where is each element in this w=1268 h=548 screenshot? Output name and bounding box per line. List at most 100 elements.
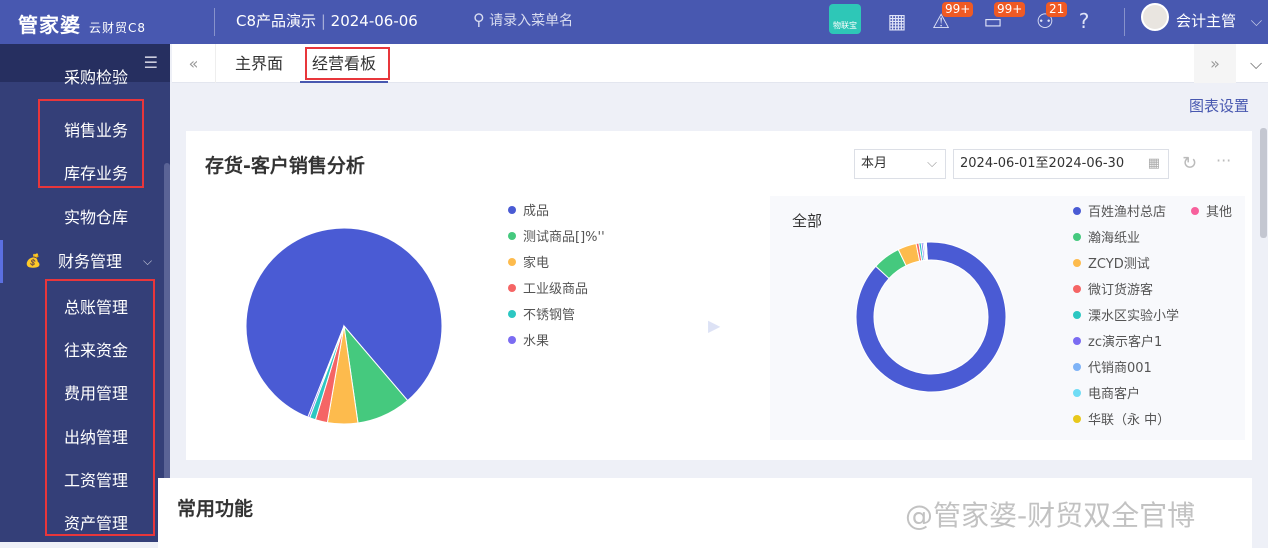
pie-slice[interactable] xyxy=(307,325,345,419)
logo: 管家婆 云财贸C8 xyxy=(18,13,146,37)
sidebar-item-purchase-inspection[interactable]: 采购检验 xyxy=(64,68,129,87)
legend-label: 电商客户 xyxy=(1088,387,1141,402)
user-menu[interactable]: 会计主管 ⌵ xyxy=(1176,12,1263,30)
legend-item[interactable]: 华联（永 中） xyxy=(1073,409,1170,428)
card-title: 常用功能 xyxy=(177,498,254,520)
legend-label: 其他 xyxy=(1206,205,1233,220)
legend-label: 微订货游客 xyxy=(1088,283,1154,298)
alerts-badge: 99+ xyxy=(942,2,974,17)
tab-dashboard[interactable]: 经营看板 xyxy=(300,44,389,83)
more-icon[interactable]: ··· xyxy=(1216,151,1232,170)
sidebar-group-finance[interactable]: 💰 财务管理 ⌵ xyxy=(0,240,170,283)
calendar-icon: ▦ xyxy=(1147,156,1160,171)
customer-panel: 全部 xyxy=(770,196,1245,440)
legend-label: 瀚海纸业 xyxy=(1088,231,1141,246)
legend-label: 溧水区实验小学 xyxy=(1088,309,1180,324)
calendar-icon[interactable]: ▦ xyxy=(887,9,907,33)
messages-badge: 99+ xyxy=(994,2,1026,17)
chevron-down-icon: ⌵ xyxy=(143,254,153,268)
legend-dot xyxy=(1073,207,1081,215)
sidebar-item-payroll[interactable]: 工资管理 xyxy=(64,471,129,490)
legend-item[interactable]: 水果 xyxy=(508,330,549,349)
legend-item[interactable]: 家电 xyxy=(508,252,549,271)
legend-item[interactable]: 不锈钢管 xyxy=(508,304,575,323)
legend-dot xyxy=(1073,363,1081,371)
legend-dot xyxy=(508,284,516,292)
sidebar-item-sales[interactable]: 销售业务 xyxy=(64,121,129,140)
approvals-badge: 21 xyxy=(1046,2,1068,17)
tab-home[interactable]: 主界面 xyxy=(235,54,284,73)
company-name[interactable]: C8产品演示 | 2024-06-06 xyxy=(236,12,418,30)
sidebar-item-warehouse[interactable]: 实物仓库 xyxy=(64,208,129,227)
chart-settings-link[interactable]: 图表设置 xyxy=(1189,97,1250,115)
legend-dot xyxy=(1073,337,1081,345)
panel-title: 全部 xyxy=(792,212,823,230)
top-bar: 管家婆 云财贸C8 C8产品演示 | 2024-06-06 ⚲ 请录入菜单名 物… xyxy=(0,0,1268,44)
sidebar-item-assets[interactable]: 资产管理 xyxy=(64,514,129,533)
period-select[interactable]: 本月 ⌵ xyxy=(854,149,946,179)
help-icon[interactable]: ? xyxy=(1078,9,1090,33)
refresh-icon[interactable]: ↻ xyxy=(1182,153,1198,174)
alarm-icon[interactable]: ⚠ 99+ xyxy=(928,2,974,34)
page-scrollbar[interactable] xyxy=(1260,128,1267,238)
legend-item[interactable]: 微订货游客 xyxy=(1073,279,1153,298)
legend-label: 水果 xyxy=(523,334,550,349)
legend-item[interactable]: 代销商001 xyxy=(1073,357,1152,376)
legend-dot xyxy=(1191,207,1199,215)
legend-dot xyxy=(1073,415,1081,423)
menu-search[interactable]: ⚲ 请录入菜单名 xyxy=(473,10,574,29)
sidebar-scrollbar[interactable] xyxy=(164,163,170,542)
sidebar: ☰ 采购检验 销售业务 库存业务 实物仓库 💰 财务管理 ⌵ 总账管理 往来资金 费… xyxy=(0,44,170,542)
search-icon: ⚲ xyxy=(473,10,485,29)
legend-dot xyxy=(1073,259,1081,267)
card-title: 存货-客户销售分析 xyxy=(205,155,365,177)
date-range-input[interactable]: 2024-06-01至2024-06-30 ▦ xyxy=(953,149,1169,179)
legend-label: 工业级商品 xyxy=(523,282,589,297)
legend-item[interactable]: 电商客户 xyxy=(1073,383,1140,402)
legend-dot xyxy=(1073,311,1081,319)
iot-button[interactable]: 物联宝 xyxy=(829,4,861,34)
legend-item[interactable]: 测试商品[]%'' xyxy=(508,226,605,245)
legend-item[interactable]: 百姓渔村总店 xyxy=(1073,201,1166,220)
stamp-icon[interactable]: ⚇ 21 xyxy=(1032,2,1068,34)
pie-slice[interactable] xyxy=(855,241,1007,393)
legend-item[interactable]: 其他 xyxy=(1191,201,1247,220)
legend-label: 家电 xyxy=(523,256,550,271)
legend-dot xyxy=(508,232,516,240)
scroll-right-icon[interactable]: » xyxy=(1194,44,1236,83)
legend-dot xyxy=(508,310,516,318)
sidebar-item-cashier[interactable]: 出纳管理 xyxy=(64,428,129,447)
collapse-menu-icon[interactable]: ☰ xyxy=(143,53,158,72)
legend-item[interactable]: ZCYD测试 xyxy=(1073,253,1150,272)
pie-slice[interactable] xyxy=(245,227,443,418)
legend-label: 代销商001 xyxy=(1088,361,1152,376)
legend-label: zc演示客户1 xyxy=(1088,335,1163,350)
legend-label: 华联（永 中） xyxy=(1088,413,1171,428)
legend-label: 测试商品[]%'' xyxy=(523,230,605,245)
legend-dot xyxy=(1073,285,1081,293)
chevron-down-icon: ⌵ xyxy=(927,156,937,171)
sales-analysis-card: 存货-客户销售分析 本月 ⌵ 2024-06-01至2024-06-30 ▦ ↻ ·… xyxy=(186,131,1252,460)
legend-item[interactable]: 瀚海纸业 xyxy=(1073,227,1140,246)
message-icon[interactable]: ▭ 99+ xyxy=(980,2,1026,34)
scroll-left-icon[interactable]: « xyxy=(172,44,216,83)
sidebar-item-inventory[interactable]: 库存业务 xyxy=(64,164,129,183)
pie-slice[interactable] xyxy=(925,241,928,261)
avatar[interactable] xyxy=(1141,3,1169,31)
sidebar-item-expenses[interactable]: 费用管理 xyxy=(64,384,129,403)
tab-menu-chevron-icon[interactable]: ⌵ xyxy=(1250,54,1263,73)
sidebar-item-receivables[interactable]: 往来资金 xyxy=(64,341,129,360)
chevron-down-icon: ⌵ xyxy=(1250,12,1263,30)
legend-label: ZCYD测试 xyxy=(1088,257,1150,272)
login-date: 2024-06-06 xyxy=(330,12,418,30)
legend-item[interactable]: 溧水区实验小学 xyxy=(1073,305,1179,324)
legend-item[interactable]: zc演示客户1 xyxy=(1073,331,1162,350)
charts-svg xyxy=(245,227,1007,425)
legend-label: 百姓渔村总店 xyxy=(1088,205,1167,220)
sidebar-item-general-ledger[interactable]: 总账管理 xyxy=(64,298,129,317)
legend-item[interactable]: 工业级商品 xyxy=(508,278,588,297)
legend-dot xyxy=(508,336,516,344)
legend-item[interactable]: 成品 xyxy=(508,200,549,219)
legend-dot xyxy=(1073,233,1081,241)
expand-arrow-icon[interactable]: ▶ xyxy=(708,316,721,335)
